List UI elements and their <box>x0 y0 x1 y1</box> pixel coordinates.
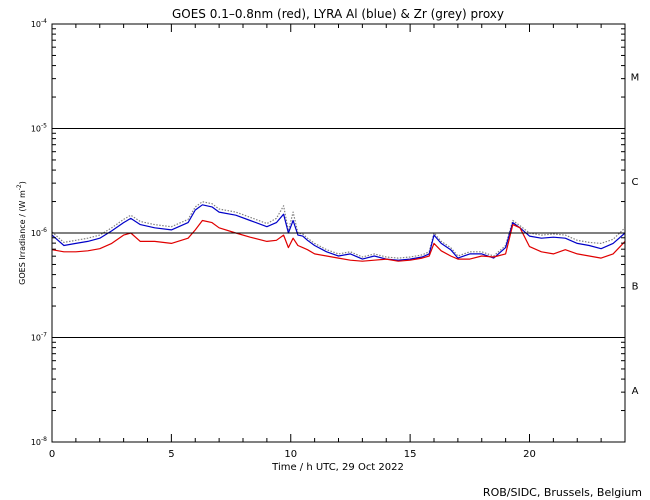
y-axis: 10-8 10-7 10-6 10-5 10-4 <box>31 18 625 447</box>
plot-area: 0 5 10 15 20 10-8 10-7 10-6 10-5 10-4 A B C M <box>31 18 639 460</box>
x-tick-label: 20 <box>523 449 536 460</box>
flare-class-labels: A B C M <box>631 72 640 397</box>
chart-title: GOES 0.1–0.8nm (red), LYRA Al (blue) & Z… <box>172 7 504 21</box>
flare-class-lines <box>52 128 625 338</box>
y-tick-label: 10-7 <box>31 332 47 343</box>
x-tick-label: 0 <box>49 449 55 460</box>
credit-label: ROB/SIDC, Brussels, Belgium <box>483 486 642 499</box>
x-tick-label: 15 <box>404 449 417 460</box>
flare-class-label: B <box>632 281 639 292</box>
series-layer <box>51 201 626 262</box>
y-tick-label: 10-4 <box>31 18 47 29</box>
flare-class-label: C <box>632 177 639 188</box>
y-tick-label: 10-5 <box>31 123 47 134</box>
y-tick-label: 10-6 <box>31 227 47 238</box>
flare-class-label: M <box>631 72 640 83</box>
y-tick-label: 10-8 <box>31 436 47 447</box>
y-axis-label: GOES Irradiance / (W m-2) <box>16 181 27 285</box>
x-axis: 0 5 10 15 20 <box>49 24 626 460</box>
x-axis-label: Time / h UTC, 29 Oct 2022 <box>271 462 404 473</box>
flare-class-label: A <box>632 386 639 397</box>
series-line <box>51 201 626 259</box>
series-line <box>51 219 626 262</box>
x-tick-label: 10 <box>284 449 297 460</box>
x-tick-label: 5 <box>168 449 174 460</box>
